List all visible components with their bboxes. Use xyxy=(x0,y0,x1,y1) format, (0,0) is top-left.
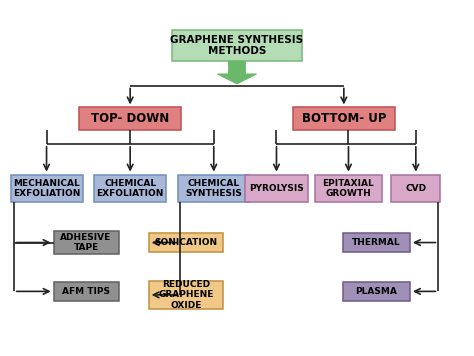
FancyBboxPatch shape xyxy=(315,174,382,203)
FancyBboxPatch shape xyxy=(149,233,223,252)
FancyBboxPatch shape xyxy=(172,30,302,61)
FancyBboxPatch shape xyxy=(94,174,166,203)
FancyBboxPatch shape xyxy=(54,231,118,254)
Text: CHEMICAL
SYNTHESIS: CHEMICAL SYNTHESIS xyxy=(185,179,242,198)
Text: EPITAXIAL
GROWTH: EPITAXIAL GROWTH xyxy=(323,179,374,198)
FancyBboxPatch shape xyxy=(149,281,223,309)
Text: CVD: CVD xyxy=(405,184,427,193)
FancyBboxPatch shape xyxy=(293,108,395,130)
Text: TOP- DOWN: TOP- DOWN xyxy=(91,112,169,125)
Text: THERMAL: THERMAL xyxy=(352,238,401,247)
FancyBboxPatch shape xyxy=(343,282,410,301)
FancyBboxPatch shape xyxy=(10,174,82,203)
Polygon shape xyxy=(218,61,256,84)
FancyBboxPatch shape xyxy=(245,174,308,203)
FancyBboxPatch shape xyxy=(178,174,250,203)
Text: REDUCED
GRAPHENE
OXIDE: REDUCED GRAPHENE OXIDE xyxy=(158,280,214,310)
Text: PYROLYSIS: PYROLYSIS xyxy=(249,184,304,193)
Text: BOTTOM- UP: BOTTOM- UP xyxy=(301,112,386,125)
FancyBboxPatch shape xyxy=(392,174,440,203)
Text: ADHESIVE
TAPE: ADHESIVE TAPE xyxy=(60,233,112,252)
Text: CHEMICAL
EXFOLIATION: CHEMICAL EXFOLIATION xyxy=(97,179,164,198)
Text: PLASMA: PLASMA xyxy=(356,287,397,296)
Text: GRAPHENE SYNTHESIS
METHODS: GRAPHENE SYNTHESIS METHODS xyxy=(171,35,303,56)
Text: AFM TIPS: AFM TIPS xyxy=(62,287,110,296)
Text: MECHANICAL
EXFOLIATION: MECHANICAL EXFOLIATION xyxy=(13,179,80,198)
FancyBboxPatch shape xyxy=(343,233,410,252)
Text: SONICATION: SONICATION xyxy=(155,238,218,247)
FancyBboxPatch shape xyxy=(79,108,181,130)
FancyBboxPatch shape xyxy=(54,282,118,301)
